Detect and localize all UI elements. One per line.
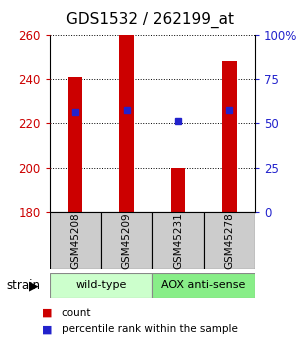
Text: strain: strain [6, 279, 40, 292]
Bar [204, 212, 255, 269]
Text: AOX anti-sense: AOX anti-sense [161, 280, 246, 290]
Bar [68, 77, 83, 212]
Bar [50, 212, 101, 269]
Text: GSM45231: GSM45231 [173, 212, 183, 269]
Bar [222, 61, 236, 212]
Bar [119, 34, 134, 212]
Text: GSM45208: GSM45208 [70, 212, 80, 269]
Bar [171, 168, 185, 212]
Text: count: count [61, 308, 91, 318]
Text: GSM45278: GSM45278 [224, 212, 234, 269]
Text: percentile rank within the sample: percentile rank within the sample [61, 325, 237, 334]
Bar [152, 273, 255, 298]
Text: GDS1532 / 262199_at: GDS1532 / 262199_at [66, 12, 234, 28]
Bar [50, 273, 152, 298]
Text: ■: ■ [42, 308, 52, 318]
Text: ▶: ▶ [29, 279, 38, 292]
Text: wild-type: wild-type [75, 280, 127, 290]
Text: ■: ■ [42, 325, 52, 334]
Bar [101, 212, 152, 269]
Bar [152, 212, 204, 269]
Text: GSM45209: GSM45209 [122, 212, 132, 269]
